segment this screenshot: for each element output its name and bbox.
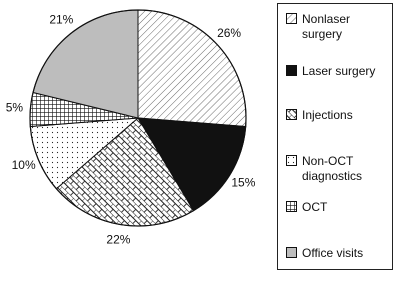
legend-swatch bbox=[286, 155, 297, 166]
legend-entry: Nonlaser surgery bbox=[286, 12, 390, 42]
legend-label: Nonlaser surgery bbox=[302, 12, 351, 41]
legend-swatch-fill bbox=[286, 13, 297, 24]
legend: Nonlaser surgery Laser surgery Injections N… bbox=[277, 3, 393, 270]
value-label: 15% bbox=[231, 176, 255, 190]
legend-entry: Laser surgery bbox=[286, 64, 390, 79]
legend-entry: Non-OCT diagnostics bbox=[286, 154, 390, 184]
value-label: 10% bbox=[12, 158, 36, 172]
legend-swatch bbox=[286, 201, 297, 212]
legend-swatch bbox=[286, 13, 297, 24]
legend-label: Non-OCT diagnostics bbox=[302, 154, 363, 183]
value-label: 5% bbox=[6, 100, 24, 114]
legend-entry: Injections bbox=[286, 108, 390, 123]
value-label: 21% bbox=[49, 13, 73, 27]
legend-swatch bbox=[286, 247, 297, 258]
legend-swatch bbox=[286, 65, 297, 76]
legend-swatch-fill bbox=[286, 247, 297, 258]
legend-entry: OCT bbox=[286, 200, 390, 215]
legend-label: OCT bbox=[302, 200, 328, 214]
legend-entry: Office visits bbox=[286, 246, 390, 261]
value-label: 22% bbox=[106, 233, 130, 247]
legend-label: Office visits bbox=[302, 246, 364, 260]
legend-label: Laser surgery bbox=[302, 64, 376, 78]
pie-outline bbox=[29, 9, 247, 227]
legend-swatch bbox=[286, 109, 297, 120]
legend-swatch-fill bbox=[286, 155, 297, 166]
legend-swatch-fill bbox=[286, 109, 297, 120]
legend-swatch-fill bbox=[286, 65, 297, 76]
value-label: 26% bbox=[217, 26, 241, 40]
legend-label: Injections bbox=[302, 108, 353, 122]
pie-chart: 26% 15% 22% 10% 5% 21% bbox=[6, 9, 256, 247]
legend-swatch-fill bbox=[286, 201, 297, 212]
